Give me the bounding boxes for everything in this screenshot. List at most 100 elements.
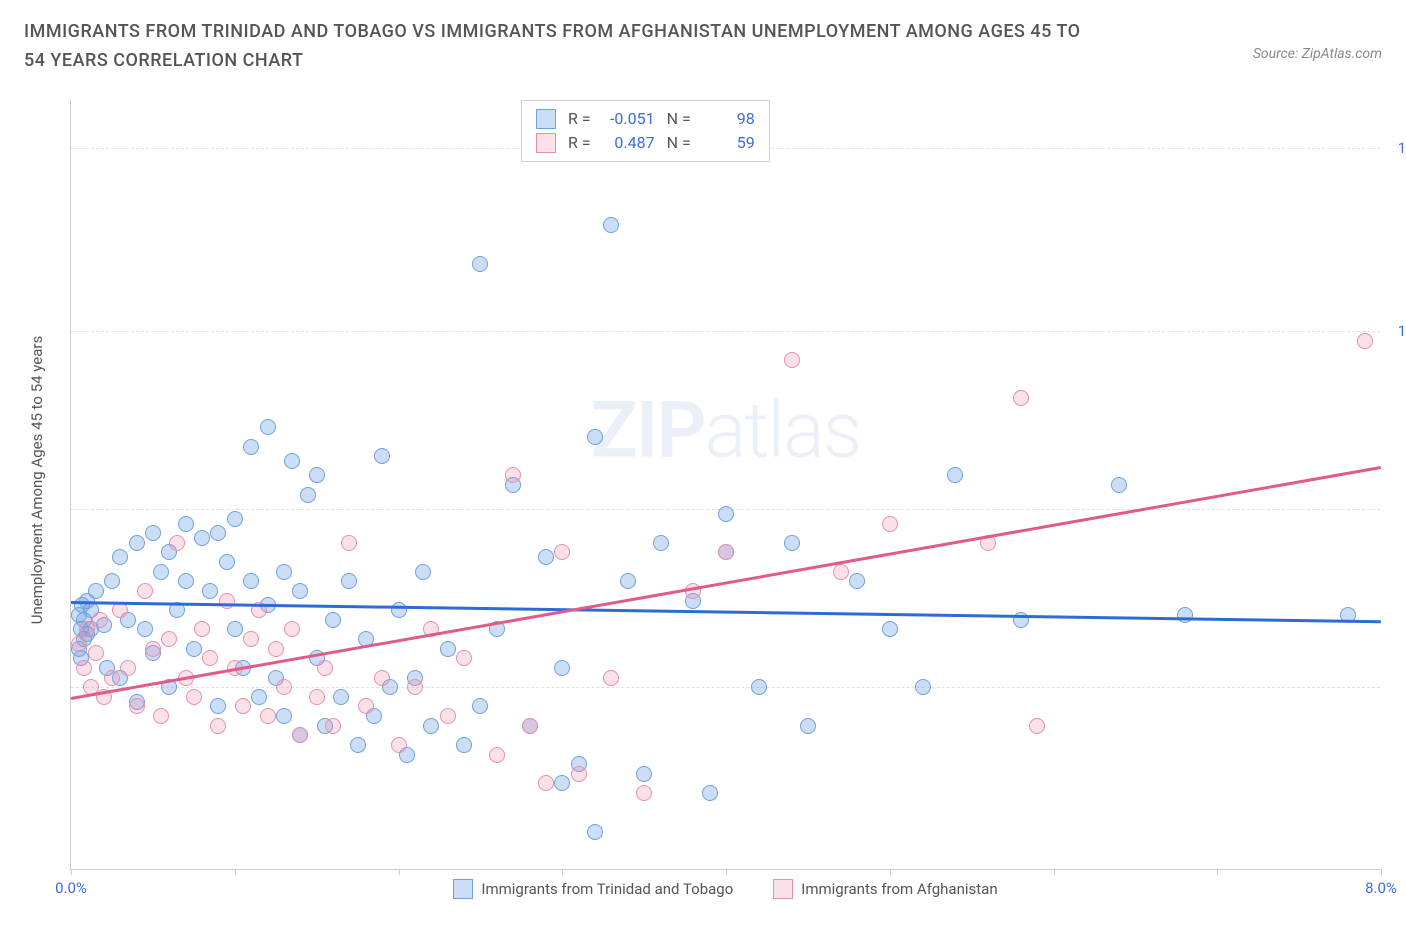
plot-surface: 3.8%7.5%11.2%15.0%0.0%8.0%: [71, 100, 1380, 869]
scatter-point: [92, 612, 108, 628]
scatter-point: [751, 679, 767, 695]
scatter-point: [407, 679, 423, 695]
scatter-point: [1029, 718, 1045, 734]
r-value-1: -0.051: [599, 107, 655, 131]
x-tick: [1381, 869, 1382, 875]
scatter-point: [620, 573, 636, 589]
scatter-point: [333, 689, 349, 705]
scatter-point: [947, 467, 963, 483]
x-tick: [562, 869, 563, 875]
scatter-point: [194, 621, 210, 637]
scatter-point: [718, 544, 734, 560]
scatter-point: [833, 564, 849, 580]
scatter-point: [129, 535, 145, 551]
scatter-point: [178, 573, 194, 589]
scatter-point: [153, 564, 169, 580]
scatter-point: [423, 718, 439, 734]
scatter-point: [186, 641, 202, 657]
scatter-point: [587, 429, 603, 445]
n-value-2: 59: [699, 131, 755, 155]
scatter-point: [137, 621, 153, 637]
scatter-point: [440, 708, 456, 724]
scatter-point: [104, 670, 120, 686]
scatter-point: [300, 487, 316, 503]
scatter-point: [341, 573, 357, 589]
scatter-point: [88, 583, 104, 599]
scatter-point: [374, 670, 390, 686]
scatter-point: [554, 775, 570, 791]
scatter-point: [538, 549, 554, 565]
scatter-point: [137, 583, 153, 599]
scatter-point: [284, 621, 300, 637]
scatter-point: [1177, 607, 1193, 623]
scatter-point: [292, 583, 308, 599]
scatter-point: [587, 824, 603, 840]
n-value-1: 98: [699, 107, 755, 131]
scatter-point: [522, 718, 538, 734]
scatter-point: [538, 775, 554, 791]
scatter-point: [210, 698, 226, 714]
scatter-point: [636, 785, 652, 801]
x-tick: [399, 869, 400, 875]
scatter-point: [129, 698, 145, 714]
y-tick-label: 15.0%: [1388, 139, 1406, 157]
scatter-point: [849, 573, 865, 589]
scatter-point: [153, 708, 169, 724]
scatter-point: [145, 641, 161, 657]
scatter-point: [309, 467, 325, 483]
scatter-point: [325, 612, 341, 628]
legend-item-1: Immigrants from Trinidad and Tobago: [453, 879, 733, 899]
gridline: [71, 331, 1380, 332]
scatter-point: [284, 453, 300, 469]
r-value-2: 0.487: [599, 131, 655, 155]
scatter-point: [194, 530, 210, 546]
scatter-point: [702, 785, 718, 801]
scatter-point: [186, 689, 202, 705]
scatter-point: [440, 641, 456, 657]
scatter-point: [636, 766, 652, 782]
scatter-point: [104, 573, 120, 589]
scatter-point: [415, 564, 431, 580]
scatter-point: [292, 727, 308, 743]
legend-item-2: Immigrants from Afghanistan: [773, 879, 997, 899]
scatter-point: [800, 718, 816, 734]
scatter-point: [243, 439, 259, 455]
scatter-point: [243, 573, 259, 589]
x-tick: [1217, 869, 1218, 875]
x-tick: [890, 869, 891, 875]
scatter-point: [505, 467, 521, 483]
scatter-point: [1111, 477, 1127, 493]
swatch-series-1: [536, 109, 556, 129]
y-axis-title: Unemployment Among Ages 45 to 54 years: [28, 336, 46, 624]
scatter-point: [235, 698, 251, 714]
scatter-point: [1013, 390, 1029, 406]
scatter-point: [178, 516, 194, 532]
scatter-point: [227, 621, 243, 637]
y-tick-label: 11.2%: [1388, 322, 1406, 340]
scatter-point: [210, 525, 226, 541]
scatter-point: [210, 718, 226, 734]
scatter-point: [325, 718, 341, 734]
scatter-point: [251, 689, 267, 705]
scatter-point: [603, 670, 619, 686]
scatter-point: [391, 737, 407, 753]
scatter-point: [653, 535, 669, 551]
x-tick: [1054, 869, 1055, 875]
x-tick: [235, 869, 236, 875]
scatter-point: [260, 708, 276, 724]
scatter-point: [350, 737, 366, 753]
scatter-point: [603, 217, 619, 233]
scatter-point: [915, 679, 931, 695]
scatter-point: [276, 679, 292, 695]
gridline: [71, 687, 1380, 688]
scatter-point: [88, 645, 104, 661]
scatter-point: [71, 636, 87, 652]
scatter-point: [112, 549, 128, 565]
scatter-point: [472, 698, 488, 714]
chart-title: IMMIGRANTS FROM TRINIDAD AND TOBAGO VS I…: [24, 18, 1104, 76]
scatter-point: [268, 641, 284, 657]
bottom-legend: Immigrants from Trinidad and Tobago Immi…: [71, 879, 1380, 899]
scatter-point: [227, 511, 243, 527]
trend-line: [71, 466, 1382, 700]
swatch-series-1-bottom: [453, 879, 473, 899]
